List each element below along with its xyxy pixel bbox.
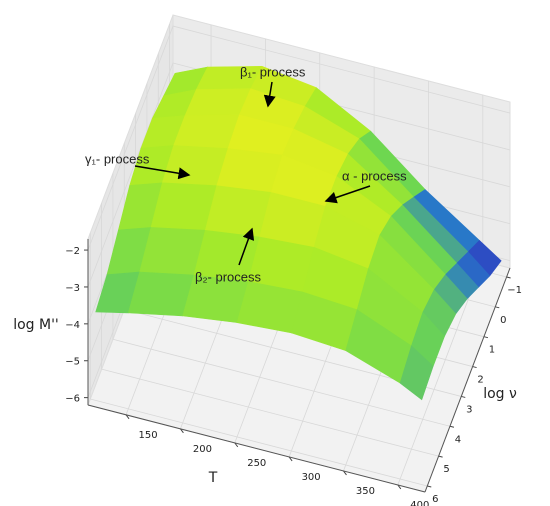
y-axis-label: log ν	[483, 386, 517, 402]
z-tick-label: −2	[65, 246, 80, 257]
tick-mark	[343, 470, 347, 476]
grid-line	[87, 62, 174, 288]
surface-patch	[127, 271, 195, 317]
surface-patch	[204, 185, 272, 238]
tick-mark	[506, 276, 511, 279]
arrow	[238, 227, 255, 266]
y-axis-line	[424, 267, 511, 493]
y-tick-label: −1	[507, 285, 522, 296]
tick-mark	[427, 485, 432, 488]
tick-mark	[461, 395, 466, 398]
tick-mark	[495, 306, 500, 309]
arrow	[134, 165, 191, 180]
tick-mark	[180, 428, 184, 434]
x-axis-line	[87, 404, 426, 493]
x-tick-label: 350	[356, 486, 375, 497]
z-tick-label: −5	[65, 357, 80, 368]
tick-mark	[472, 366, 477, 369]
surface-patch	[161, 145, 229, 187]
grid-line	[112, 338, 451, 427]
tick-mark	[288, 456, 293, 462]
arrow	[324, 185, 371, 204]
y-tick-label: 5	[443, 464, 449, 475]
x-tick-label: 150	[139, 430, 158, 441]
z-tick-label: −3	[65, 283, 80, 294]
arrow	[263, 81, 276, 108]
z-axis-label: log M''	[13, 317, 59, 333]
annotation: γ₁- process	[85, 151, 150, 166]
y-tick-label: 1	[489, 345, 495, 356]
annotations: γ₁- process β₁- process α - process β₂- …	[85, 64, 407, 284]
grid-line	[172, 25, 511, 114]
grid-line	[87, 25, 174, 251]
x-axis-label: T	[208, 470, 218, 486]
z-tick-label: −4	[65, 320, 80, 331]
tick-mark	[397, 484, 402, 490]
surface	[95, 65, 502, 401]
x-tick-label: 400	[410, 500, 429, 506]
annotation: β₁- process	[240, 64, 306, 79]
tick-mark	[483, 336, 489, 339]
x-tick-label: 200	[193, 444, 212, 455]
surface-patch	[216, 148, 283, 193]
grid-line	[101, 368, 439, 457]
tick-mark	[449, 425, 455, 428]
y-tick-label: 4	[455, 434, 461, 445]
grid-line	[397, 260, 484, 486]
tick-mark	[438, 455, 443, 458]
x-tick-label: 250	[247, 458, 266, 469]
y-tick-label: 6	[432, 494, 438, 505]
surface-patch	[139, 227, 206, 276]
y-tick-label: 3	[466, 404, 472, 415]
surface-patch	[399, 345, 434, 401]
annotation: α - process	[342, 168, 407, 183]
annotation: β₂- process	[195, 269, 261, 284]
x-tick-label: 300	[302, 472, 321, 483]
y-tick-label: 0	[500, 315, 506, 326]
tick-mark	[125, 414, 130, 420]
y-tick-label: 2	[477, 375, 483, 386]
tick-mark	[234, 442, 239, 448]
grid-line	[90, 398, 428, 487]
ticks: 150 200 250 300 350 400 −1 0 1 2 3 4 5 6 −6 −5 −4 −3 −2	[65, 239, 522, 506]
z-tick-label: −6	[65, 394, 80, 405]
